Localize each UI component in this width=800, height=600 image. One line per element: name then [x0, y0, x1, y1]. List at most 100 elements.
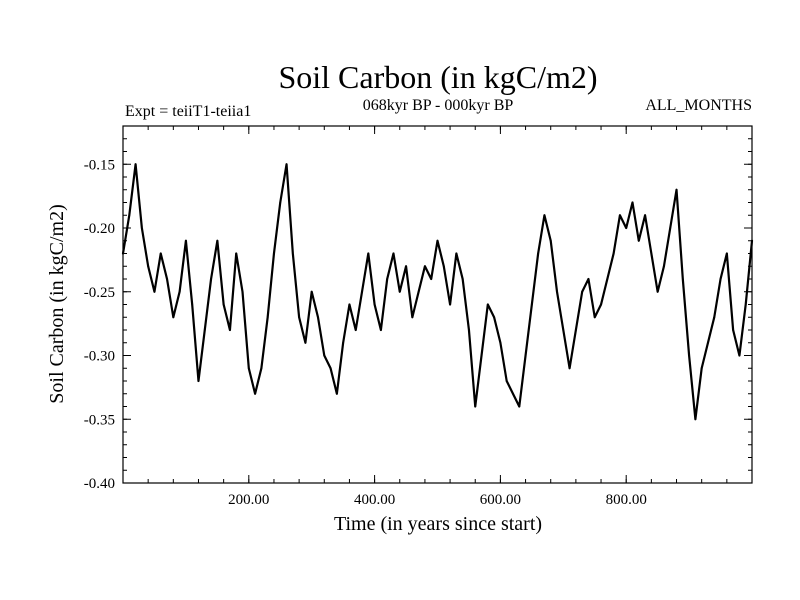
data-point	[625, 227, 628, 229]
data-point	[725, 252, 728, 255]
data-point	[222, 303, 225, 306]
data-point	[631, 201, 634, 204]
data-point	[524, 354, 527, 357]
data-point	[411, 316, 414, 319]
data-point	[128, 214, 131, 217]
data-point	[461, 278, 464, 280]
data-point	[178, 290, 181, 293]
data-point	[442, 265, 445, 268]
data-point	[373, 303, 376, 306]
data-point	[424, 265, 426, 268]
data-point	[669, 227, 672, 229]
data-point	[732, 329, 735, 331]
data-point	[656, 290, 659, 293]
data-point	[153, 290, 156, 293]
data-point	[197, 380, 200, 382]
data-point	[530, 303, 533, 306]
data-point	[285, 163, 288, 166]
data-point	[134, 163, 137, 166]
y-tick-label: -0.40	[84, 476, 115, 492]
data-point	[361, 290, 363, 293]
data-point	[386, 278, 389, 280]
data-point	[593, 316, 596, 319]
data-point	[298, 316, 301, 319]
data-point	[342, 341, 345, 344]
data-point	[203, 329, 206, 331]
data-point	[323, 354, 326, 357]
data-point	[310, 290, 313, 293]
data-point	[455, 252, 458, 255]
data-point	[172, 316, 175, 319]
x-tick-label: 200.00	[228, 492, 269, 508]
months-label: ALL_MONTHS	[645, 97, 752, 114]
data-point	[417, 290, 420, 293]
data-point	[241, 290, 244, 293]
data-point	[405, 265, 407, 268]
data-point	[694, 418, 697, 421]
data-point	[486, 303, 489, 306]
data-point	[379, 329, 382, 331]
y-tick-label: -0.30	[84, 349, 115, 365]
data-point	[304, 341, 307, 344]
data-point	[216, 239, 219, 242]
x-tick-label: 800.00	[606, 492, 647, 508]
data-point	[637, 239, 640, 242]
data-point	[367, 252, 370, 255]
data-point	[260, 367, 263, 370]
data-point	[480, 354, 483, 357]
data-point	[210, 278, 212, 280]
data-point	[229, 329, 231, 331]
data-point	[650, 252, 653, 255]
data-point	[606, 278, 609, 280]
y-tick-label: -0.15	[84, 157, 115, 173]
data-point	[147, 265, 150, 268]
data-point	[159, 252, 162, 255]
data-point	[499, 341, 502, 344]
y-tick-label: -0.20	[84, 221, 115, 237]
experiment-label: Expt = teiiT1-teiia1	[125, 103, 251, 120]
data-point	[644, 214, 646, 217]
y-axis-label: Soil Carbon (in kgC/m2)	[46, 204, 68, 403]
data-point	[335, 392, 338, 395]
data-point	[619, 214, 621, 217]
data-point	[518, 405, 521, 408]
y-tick-label: -0.35	[84, 412, 115, 428]
y-tick-label: -0.25	[84, 285, 115, 301]
data-point	[700, 367, 703, 370]
data-point	[587, 278, 590, 280]
data-point	[738, 354, 741, 357]
period-label: 068kyr BP - 000kyr BP	[363, 97, 514, 114]
plot-frame	[122, 125, 753, 484]
data-point	[719, 278, 722, 280]
data-point	[468, 329, 470, 331]
data-point	[556, 290, 558, 293]
data-point	[663, 265, 665, 268]
data-point	[543, 214, 546, 217]
data-point	[354, 329, 357, 331]
data-point	[549, 239, 552, 242]
data-point	[266, 316, 269, 319]
data-point	[505, 380, 508, 382]
data-point	[612, 252, 615, 255]
data-point	[191, 303, 194, 306]
data-point	[675, 188, 678, 191]
data-point	[449, 303, 451, 306]
data-point	[398, 290, 401, 293]
x-axis-label: Time (in years since start)	[334, 513, 542, 535]
data-point	[247, 367, 250, 370]
chart-title: Soil Carbon (in kgC/m2)	[278, 59, 597, 95]
series-layer	[121, 163, 754, 421]
data-point	[581, 290, 584, 293]
data-point	[166, 278, 168, 280]
data-point	[537, 252, 540, 255]
data-point	[273, 252, 275, 255]
data-point	[348, 303, 351, 306]
data-point	[574, 329, 577, 331]
data-point	[512, 392, 514, 395]
x-tick-label: 600.00	[480, 492, 521, 508]
x-tick-label: 400.00	[354, 492, 395, 508]
data-point	[562, 329, 565, 331]
data-point	[568, 367, 571, 370]
data-point	[474, 405, 477, 408]
